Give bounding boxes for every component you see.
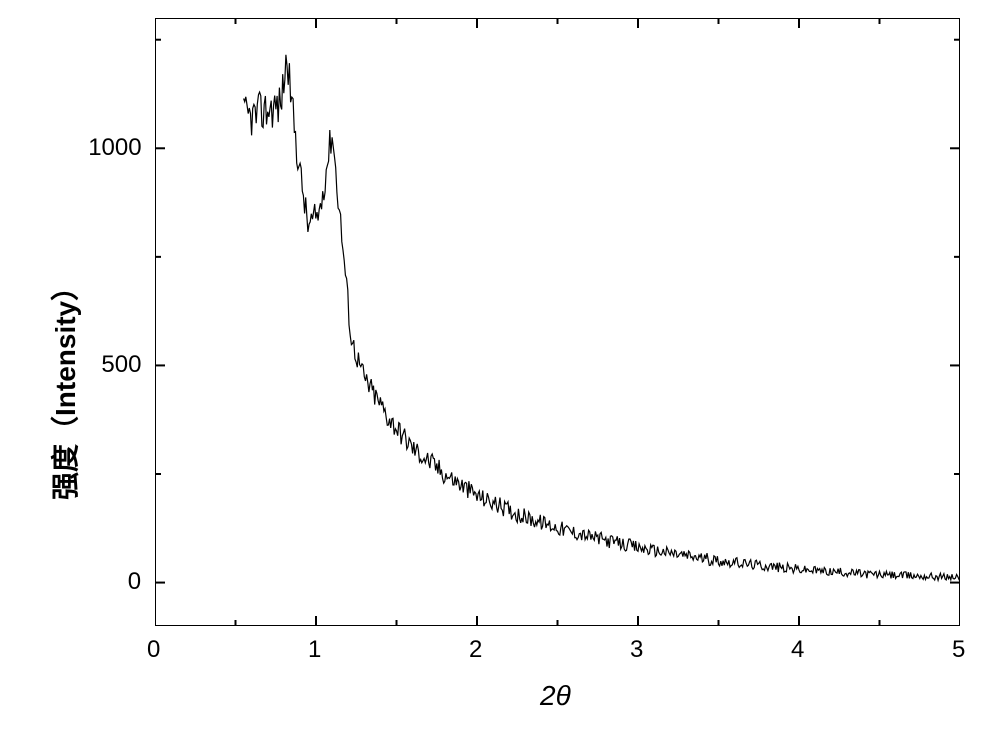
y-tick-label: 500 [101,351,141,379]
y-tick-label: 0 [128,568,141,596]
x-tick-label: 2 [469,636,482,664]
x-tick-label: 3 [630,636,643,664]
x-tick-label: 4 [791,636,804,664]
xrd-series [244,55,960,581]
x-tick-label: 0 [147,636,160,664]
plot-svg [155,18,960,626]
y-axis-label: 强度（Intensity） [44,273,84,500]
plot-area [155,18,960,626]
y-tick-label: 1000 [88,134,141,162]
x-tick-label: 5 [952,636,965,664]
x-axis-label: 2θ [540,680,571,712]
x-tick-label: 1 [308,636,321,664]
xrd-chart: 强度（Intensity） 2θ 0 1 2 3 4 5 0 500 1000 [0,0,1000,734]
